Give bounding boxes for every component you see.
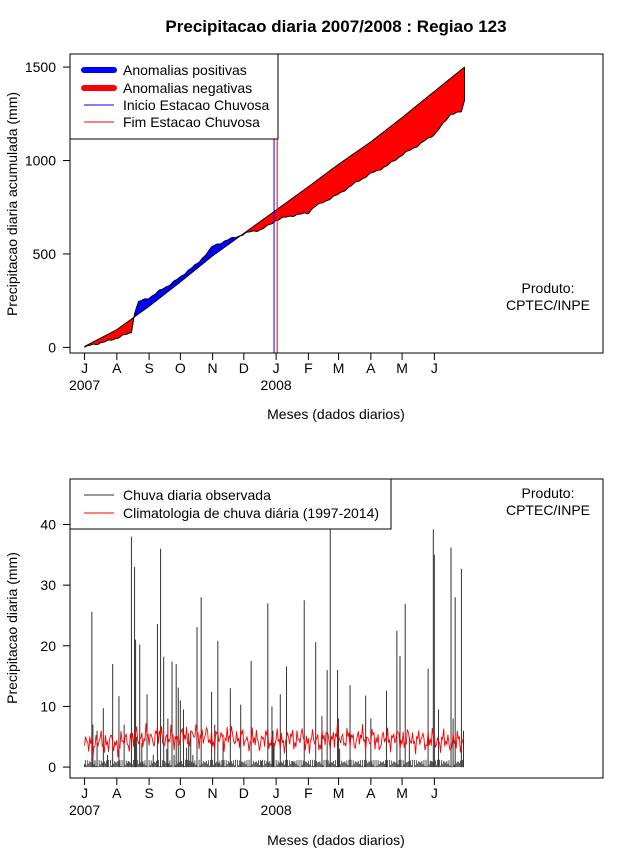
y-axis-title: Precipitacao diaria (mm) bbox=[4, 552, 20, 704]
x-tick-label: D bbox=[239, 785, 249, 801]
x-axis-title: Meses (dados diarios) bbox=[267, 406, 405, 422]
legend: Anomalias positivas Anomalias negativas … bbox=[69, 53, 279, 140]
plot-content bbox=[84, 54, 465, 353]
plot-content bbox=[84, 491, 465, 768]
year-label: 2008 bbox=[261, 802, 292, 818]
y-tick-label: 1000 bbox=[25, 153, 56, 169]
x-tick-label: A bbox=[112, 785, 122, 801]
y-tick-label: 0 bbox=[48, 339, 56, 355]
legend-label: Climatologia de chuva diária (1997-2014) bbox=[123, 505, 379, 521]
legend-label: Fim Estacao Chuvosa bbox=[123, 114, 260, 130]
x-tick-label: S bbox=[144, 785, 153, 801]
product-source: CPTEC/INPE bbox=[506, 502, 590, 518]
legend-entry-end: Fim Estacao Chuvosa bbox=[84, 114, 260, 130]
product-source: CPTEC/INPE bbox=[506, 297, 590, 313]
x-tick-label: D bbox=[239, 360, 249, 376]
y-axis: 0 10 20 30 40 bbox=[40, 516, 71, 775]
y-tick-label: 10 bbox=[40, 698, 56, 714]
x-axis-title: Meses (dados diarios) bbox=[267, 832, 405, 848]
product-label: Produto: bbox=[522, 280, 575, 296]
legend: Chuva diaria observada Climatologia de c… bbox=[69, 478, 392, 530]
x-tick-label: M bbox=[396, 360, 408, 376]
x-tick-label: S bbox=[144, 360, 153, 376]
x-tick-label: F bbox=[304, 785, 313, 801]
y-tick-label: 1500 bbox=[25, 59, 56, 75]
x-tick-label: A bbox=[366, 360, 376, 376]
x-tick-label: J bbox=[81, 785, 88, 801]
legend-label: Chuva diaria observada bbox=[123, 487, 271, 503]
y-tick-label: 0 bbox=[48, 759, 56, 775]
legend-entry-start: Inicio Estacao Chuvosa bbox=[84, 97, 270, 113]
y-tick-label: 20 bbox=[40, 638, 56, 654]
x-tick-label: O bbox=[175, 360, 186, 376]
x-tick-label: O bbox=[175, 785, 186, 801]
y-tick-label: 500 bbox=[33, 246, 57, 262]
legend-label: Anomalias negativas bbox=[123, 80, 252, 96]
legend-box bbox=[69, 478, 392, 530]
legend-label: Inicio Estacao Chuvosa bbox=[123, 97, 270, 113]
legend-entry-observed: Chuva diaria observada bbox=[84, 487, 271, 503]
accumulated-precipitation-chart: Precipitacao diaria 2007/2008 : Regiao 1… bbox=[4, 17, 604, 422]
chart-title: Precipitacao diaria 2007/2008 : Regiao 1… bbox=[165, 17, 506, 36]
product-label: Produto: bbox=[522, 485, 575, 501]
year-label: 2007 bbox=[69, 377, 100, 393]
x-tick-label: N bbox=[208, 360, 218, 376]
x-tick-label: A bbox=[112, 360, 122, 376]
y-tick-label: 30 bbox=[40, 577, 56, 593]
x-tick-label: M bbox=[396, 785, 408, 801]
legend-entry-climatology: Climatologia de chuva diária (1997-2014) bbox=[84, 505, 379, 521]
observed-cumulative-line bbox=[84, 100, 465, 348]
x-tick-label: A bbox=[366, 785, 376, 801]
climatology-cumulative-line bbox=[84, 66, 465, 347]
year-label: 2007 bbox=[69, 802, 100, 818]
y-axis: 0 500 1000 1500 bbox=[25, 59, 71, 355]
x-tick-label: M bbox=[333, 785, 345, 801]
x-tick-label: J bbox=[431, 360, 438, 376]
x-tick-label: J bbox=[81, 360, 88, 376]
climatology-daily-line bbox=[84, 722, 464, 758]
x-tick-label: M bbox=[333, 360, 345, 376]
legend-entry-negative: Anomalias negativas bbox=[81, 80, 252, 96]
legend-entry-positive: Anomalias positivas bbox=[81, 62, 247, 78]
legend-label: Anomalias positivas bbox=[123, 62, 247, 78]
x-tick-label: N bbox=[208, 785, 218, 801]
x-tick-label: J bbox=[431, 785, 438, 801]
x-tick-label: F bbox=[304, 360, 313, 376]
year-label: 2008 bbox=[261, 377, 292, 393]
x-tick-label: J bbox=[273, 360, 280, 376]
y-tick-label: 40 bbox=[40, 516, 56, 532]
x-tick-label: J bbox=[273, 785, 280, 801]
y-axis-title: Precipitacao diaria acumulada (mm) bbox=[4, 92, 20, 316]
